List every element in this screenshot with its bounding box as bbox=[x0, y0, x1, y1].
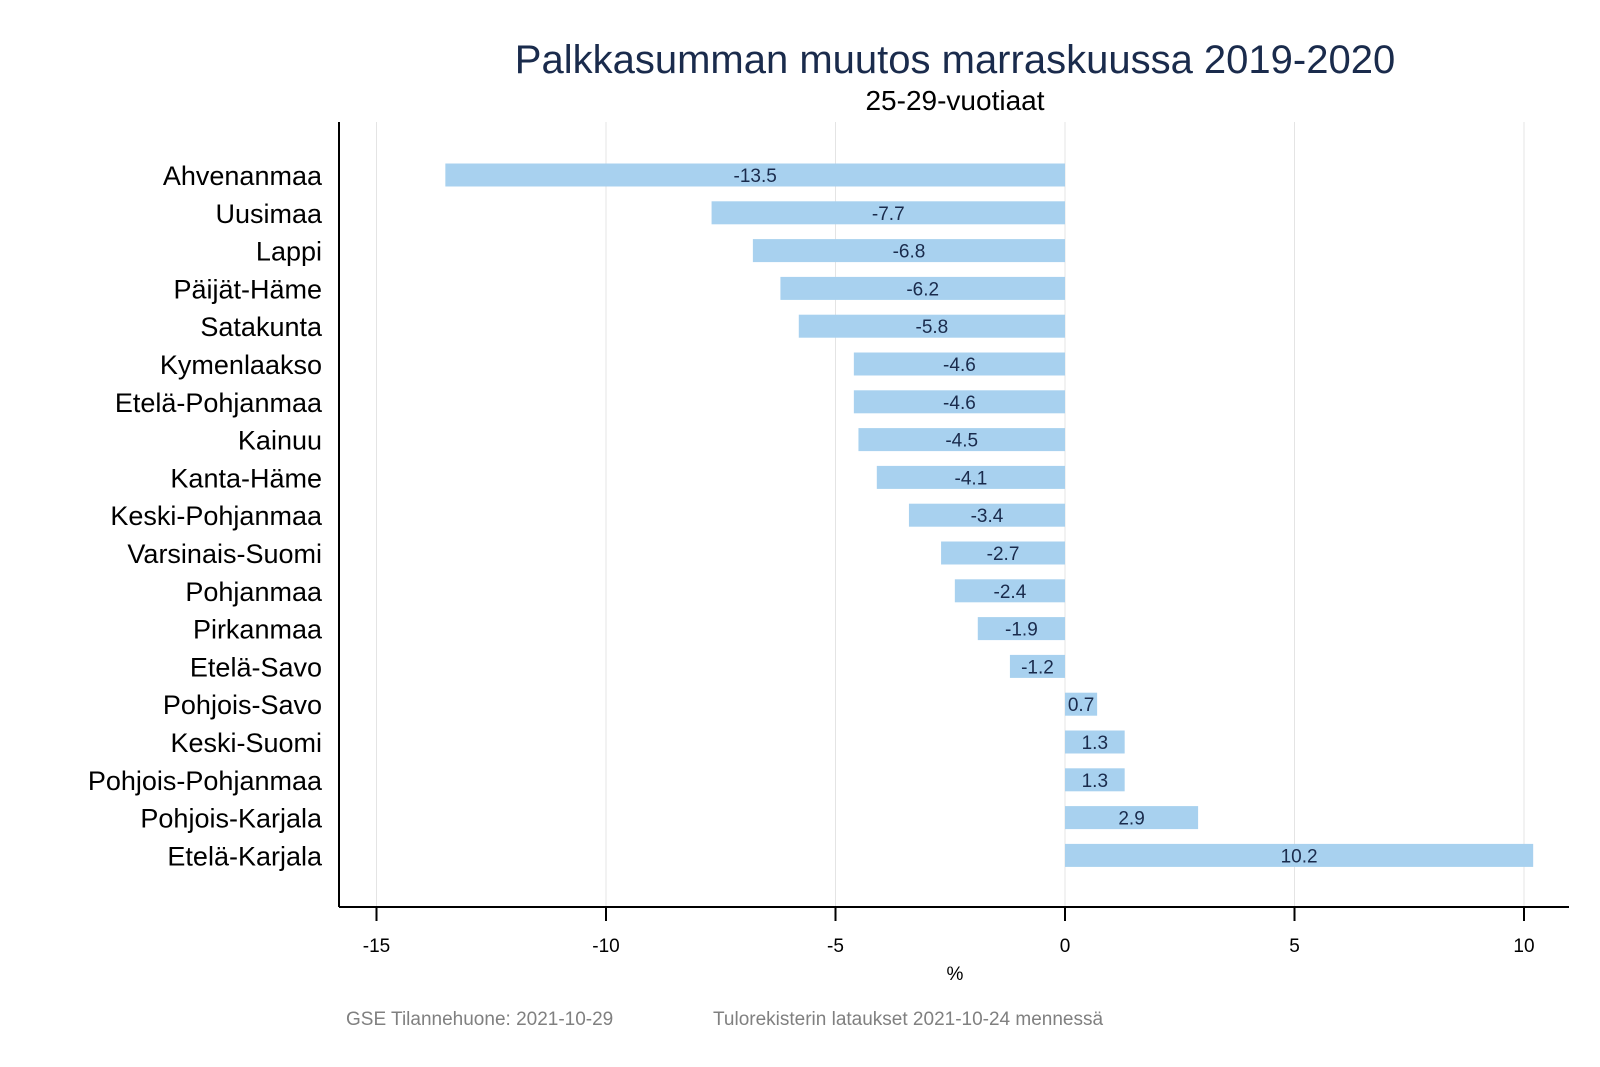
category-label: Pohjois-Karjala bbox=[140, 804, 323, 834]
bar-value-label: -1.9 bbox=[1005, 620, 1038, 641]
category-label: Keski-Pohjanmaa bbox=[110, 501, 323, 531]
x-tick-label: -10 bbox=[592, 936, 619, 957]
bar-value-label: 1.3 bbox=[1082, 733, 1108, 754]
x-axis-title: % bbox=[947, 964, 964, 985]
bar bbox=[853, 352, 1065, 376]
bar-value-label: -4.6 bbox=[943, 355, 976, 376]
bar-value-label: 1.3 bbox=[1082, 771, 1108, 792]
category-label: Kainuu bbox=[238, 426, 322, 456]
bar bbox=[1065, 692, 1098, 716]
chart-title: Palkkasumman muutos marraskuussa 2019-20… bbox=[515, 38, 1395, 82]
bar-value-label: -2.4 bbox=[994, 582, 1027, 603]
bar-value-label: -4.1 bbox=[955, 468, 988, 489]
bar-value-label: -6.8 bbox=[893, 242, 926, 263]
category-label: Varsinais-Suomi bbox=[127, 539, 322, 569]
footer-source: GSE Tilannehuone: 2021-10-29 bbox=[346, 1009, 613, 1030]
category-label: Ahvenanmaa bbox=[163, 161, 323, 191]
bar bbox=[954, 579, 1065, 603]
x-tick-label: 0 bbox=[1060, 936, 1071, 957]
x-tick-label: -15 bbox=[363, 936, 390, 957]
bar-labels: -13.5 -7.7 -6.8 -6.2 -5.8 -4.6 -4.6 -4.5 -4.1 -3.… bbox=[734, 166, 1318, 867]
bar-value-label: -6.2 bbox=[906, 279, 939, 300]
chart-subtitle: 25-29-vuotiaat bbox=[865, 85, 1044, 116]
category-label: Pohjois-Pohjanmaa bbox=[88, 766, 323, 796]
category-label: Pohjois-Savo bbox=[163, 690, 322, 720]
bar-value-label: 0.7 bbox=[1068, 695, 1094, 716]
bar-value-label: -3.4 bbox=[971, 506, 1004, 527]
bar-value-label: -1.2 bbox=[1021, 657, 1054, 678]
bar-value-label: 10.2 bbox=[1281, 846, 1318, 867]
bar bbox=[1065, 730, 1125, 754]
bar bbox=[858, 428, 1065, 452]
category-label: Lappi bbox=[256, 237, 322, 267]
bar-value-label: -7.7 bbox=[872, 204, 905, 225]
bar-value-label: 2.9 bbox=[1118, 809, 1144, 830]
bar bbox=[977, 617, 1065, 641]
bar bbox=[752, 239, 1065, 263]
bar bbox=[711, 201, 1065, 225]
category-label: Etelä-Karjala bbox=[167, 841, 323, 871]
bar-value-label: -2.7 bbox=[987, 544, 1020, 565]
bar-value-label: -4.6 bbox=[943, 393, 976, 414]
bar bbox=[780, 276, 1065, 300]
category-label: Pirkanmaa bbox=[193, 615, 323, 645]
bar bbox=[908, 503, 1065, 527]
category-label: Satakunta bbox=[200, 312, 323, 342]
bar bbox=[1009, 654, 1065, 678]
x-axis-ticks: -15 -10 -5 0 5 10 bbox=[363, 907, 1535, 957]
bar-value-label: -13.5 bbox=[734, 166, 777, 187]
x-tick-label: 10 bbox=[1513, 936, 1534, 957]
bar bbox=[445, 163, 1066, 187]
bar bbox=[941, 541, 1065, 565]
category-label: Kanta-Häme bbox=[170, 463, 322, 493]
category-label: Etelä-Pohjanmaa bbox=[115, 388, 323, 418]
bars bbox=[445, 163, 1534, 867]
category-label: Etelä-Savo bbox=[190, 652, 322, 682]
bar bbox=[1065, 768, 1125, 792]
bar bbox=[1065, 806, 1199, 830]
category-label: Pohjanmaa bbox=[185, 577, 323, 607]
x-tick-label: -5 bbox=[827, 936, 844, 957]
category-label: Päijät-Häme bbox=[173, 274, 322, 304]
x-tick-label: 5 bbox=[1289, 936, 1300, 957]
bar bbox=[876, 465, 1065, 489]
category-label: Kymenlaakso bbox=[160, 350, 322, 380]
bar-value-label: -4.5 bbox=[945, 431, 978, 452]
category-label: Uusimaa bbox=[215, 199, 323, 229]
bar-value-label: -5.8 bbox=[916, 317, 949, 338]
bar bbox=[1065, 843, 1534, 867]
footer-note: Tulorekisterin lataukset 2021-10-24 menn… bbox=[713, 1009, 1103, 1030]
bar bbox=[853, 390, 1065, 414]
category-label: Keski-Suomi bbox=[170, 728, 322, 758]
category-labels: Ahvenanmaa Uusimaa Lappi Päijät-Häme Satakun… bbox=[88, 161, 323, 871]
bar bbox=[798, 314, 1065, 338]
